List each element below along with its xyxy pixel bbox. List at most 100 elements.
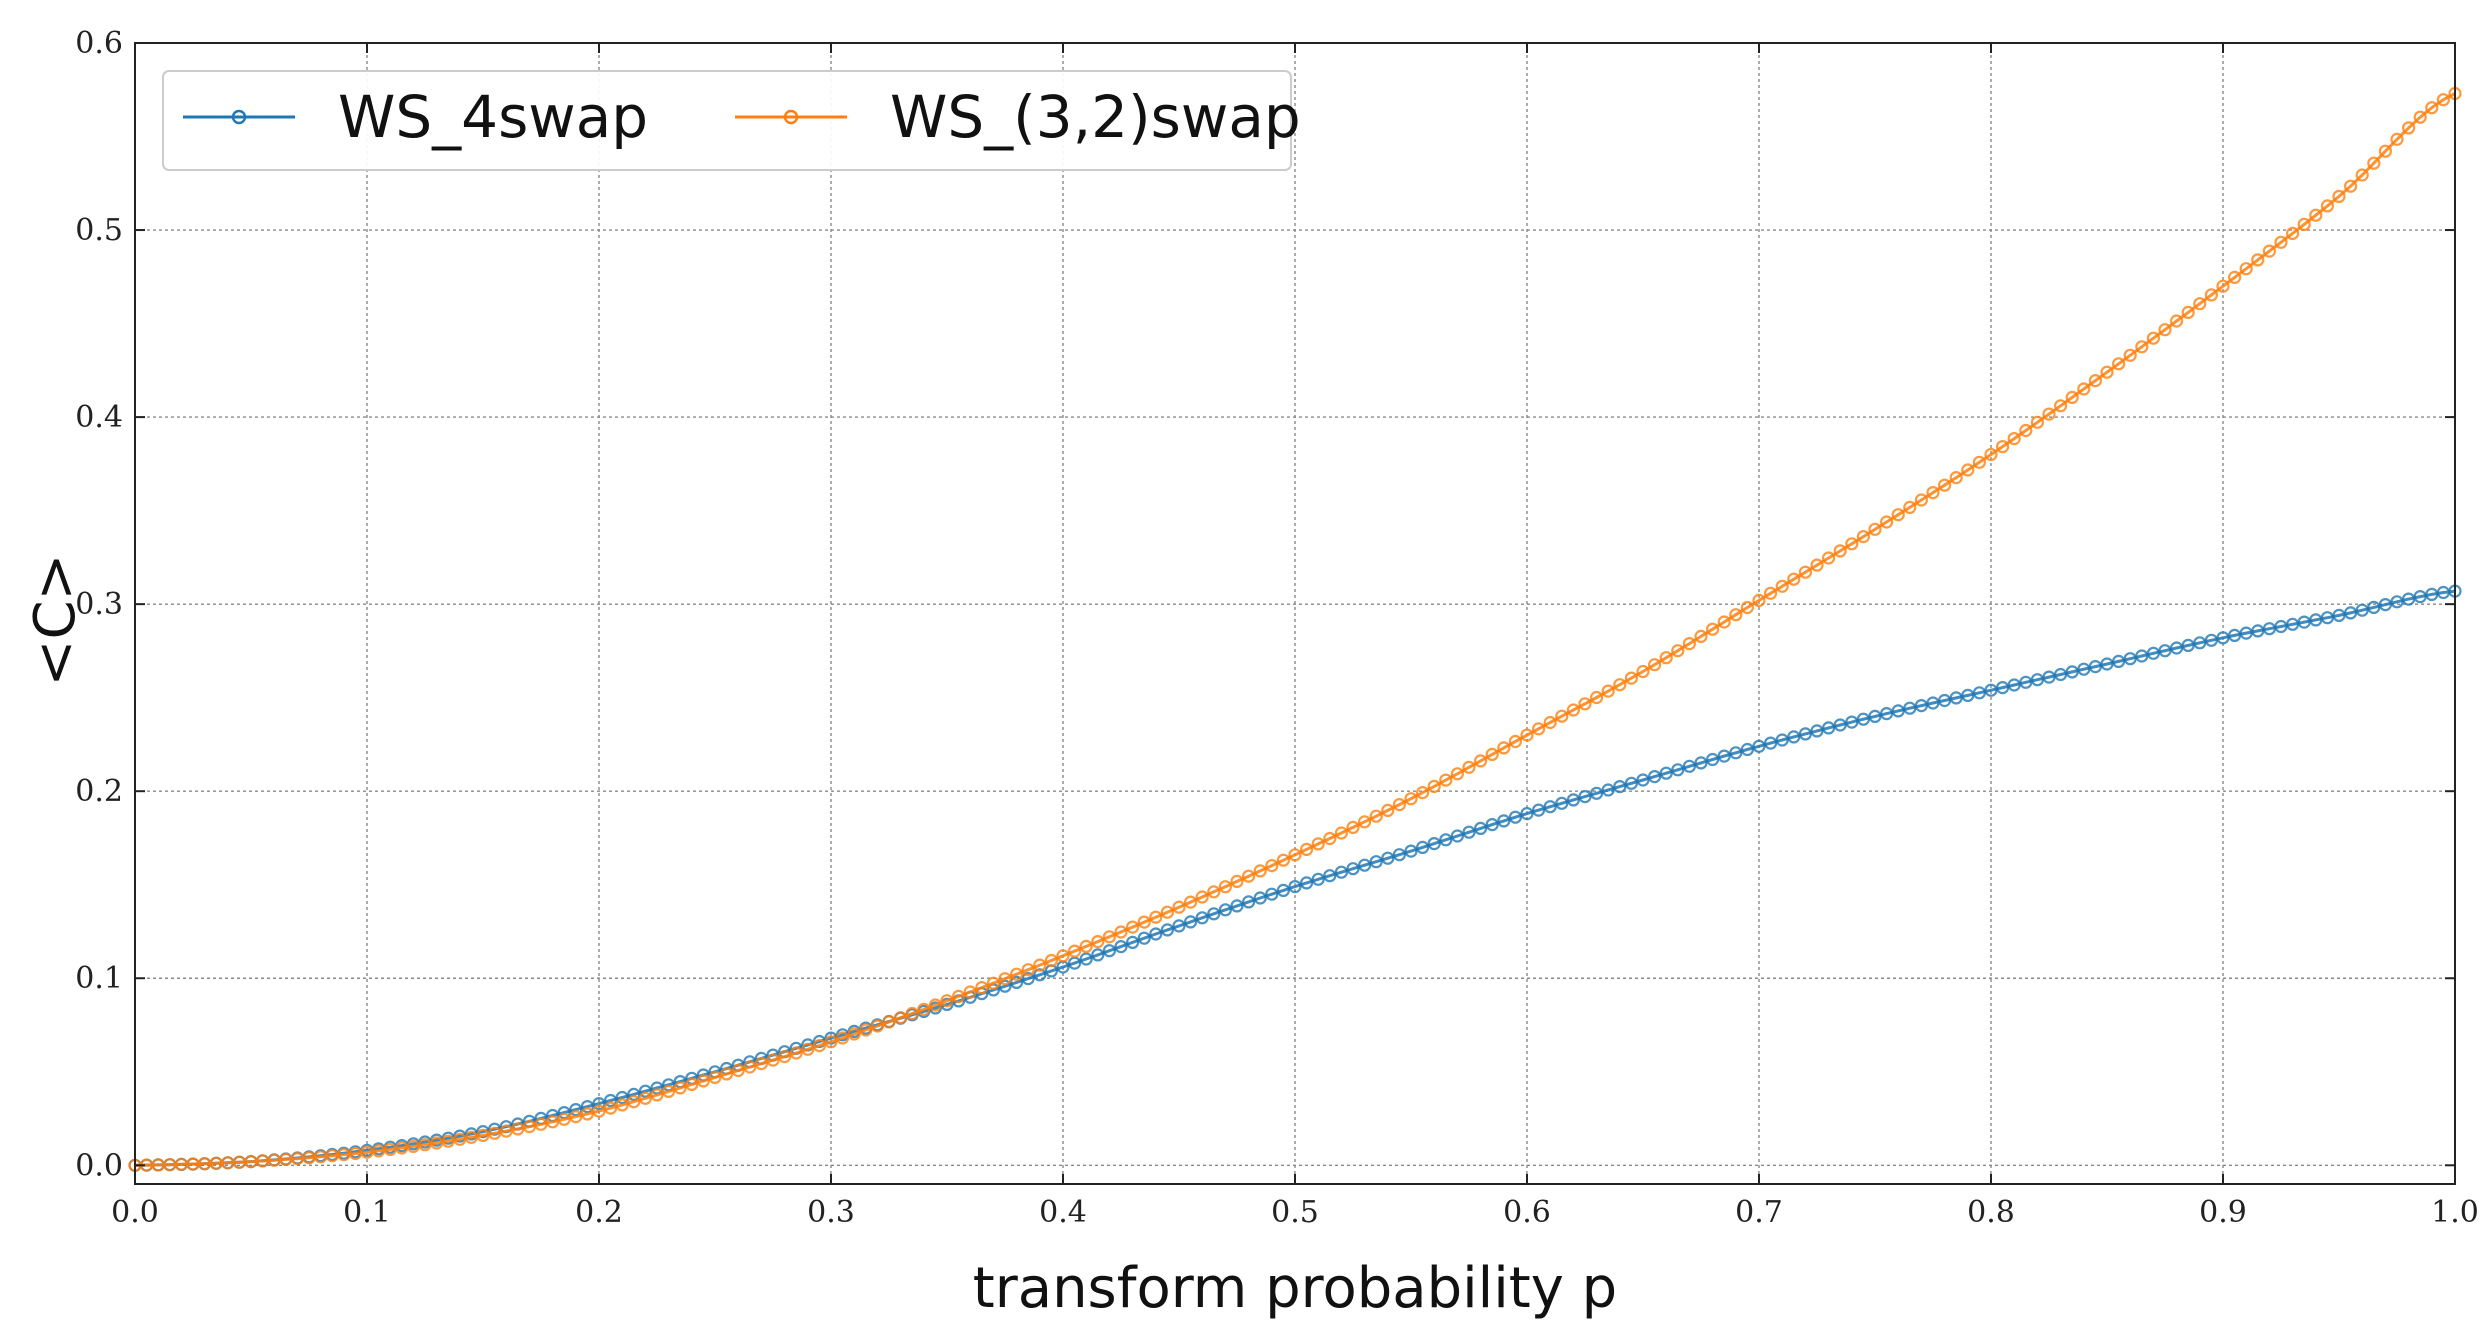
data-point-marker — [1949, 471, 1963, 485]
data-point-marker — [1543, 800, 1557, 814]
data-point-marker — [1775, 579, 1789, 593]
data-point-marker — [1520, 728, 1534, 742]
data-point-marker — [1091, 948, 1105, 962]
data-point-marker — [1299, 842, 1314, 857]
data-point-marker — [1091, 934, 1105, 949]
data-point-marker — [661, 1084, 676, 1099]
data-point-marker — [1613, 779, 1627, 794]
data-point-marker — [1729, 608, 1743, 622]
x-tick-label: 0.8 — [1967, 1195, 2015, 1230]
data-point-marker — [1404, 844, 1418, 858]
data-point-marker — [2007, 678, 2021, 692]
legend-label: WS_(3,2)swap — [890, 83, 1301, 151]
data-point-marker — [1323, 869, 1337, 883]
data-point-marker — [1868, 709, 1882, 724]
data-point-marker — [928, 998, 943, 1012]
data-point-marker — [1914, 493, 1929, 507]
data-point-marker — [1392, 797, 1407, 812]
data-point-marker — [1311, 872, 1325, 886]
data-point-marker — [2135, 649, 2149, 663]
data-point-marker — [1671, 644, 1685, 658]
data-point-marker — [1276, 853, 1291, 867]
x-axis-title: transform probability p — [973, 1256, 1617, 1321]
data-point-marker — [627, 1087, 641, 1102]
data-point-marker — [2146, 331, 2160, 345]
legend-items: WS_4swap WS_(3,2)swap — [183, 83, 1301, 151]
data-point-marker — [1311, 837, 1325, 851]
data-point-marker — [917, 1002, 931, 1016]
data-point-marker — [1009, 975, 1024, 990]
data-point-marker — [1740, 600, 1755, 615]
x-tick-label: 0.7 — [1735, 1195, 1783, 1230]
data-point-marker — [940, 994, 954, 1008]
data-point-marker — [2088, 374, 2102, 388]
data-point-marker — [2309, 208, 2323, 222]
data-point-marker — [1485, 747, 1499, 762]
data-point-marker — [1357, 815, 1372, 829]
data-point-marker — [2019, 675, 2033, 689]
data-point-marker — [1601, 783, 1615, 797]
data-point-marker — [998, 979, 1012, 993]
data-point-marker — [1497, 814, 1511, 828]
data-point-marker — [2204, 288, 2218, 302]
data-point-marker — [754, 1056, 769, 1071]
data-point-marker — [1647, 769, 1662, 784]
data-point-marker — [1543, 715, 1557, 730]
x-tick-label: 0.4 — [1039, 1195, 1087, 1230]
data-point-marker — [1450, 767, 1465, 781]
data-point-marker — [1497, 741, 1511, 755]
data-point-marker — [1705, 622, 1720, 636]
data-point-marker — [1856, 712, 1871, 726]
data-point-marker — [2170, 314, 2184, 328]
data-point-marker — [975, 980, 989, 995]
data-point-marker — [1288, 848, 1302, 862]
x-tick-label: 0.2 — [575, 1195, 623, 1230]
data-point-marker — [1149, 927, 1163, 941]
data-point-marker — [2355, 603, 2369, 617]
data-point-marker — [1937, 478, 1952, 492]
data-point-marker — [2170, 641, 2184, 655]
data-point-marker — [2274, 235, 2288, 249]
data-point-marker — [1183, 915, 1198, 929]
data-point-marker — [824, 1035, 838, 1049]
data-point-marker — [2390, 595, 2404, 609]
data-point-marker — [2065, 665, 2079, 679]
data-point-marker — [1613, 678, 1627, 692]
data-point-marker — [1555, 796, 1569, 810]
data-point-marker — [1740, 742, 1755, 757]
data-point-marker — [1879, 515, 1894, 529]
data-point-marker — [905, 1006, 919, 1021]
data-point-marker — [1787, 572, 1801, 586]
y-axis-title: <C> — [23, 554, 88, 687]
data-point-marker — [1682, 636, 1697, 651]
data-point-marker — [893, 1011, 908, 1025]
data-point-marker — [731, 1063, 745, 1078]
data-point-marker — [1404, 792, 1418, 806]
data-point-marker — [1009, 967, 1024, 981]
data-point-marker — [766, 1053, 780, 1067]
data-point-marker — [1357, 858, 1372, 872]
y-tick-label: 0.3 — [75, 587, 123, 622]
data-point-marker — [615, 1098, 629, 1112]
x-tick-label: 0.1 — [343, 1195, 391, 1230]
data-point-marker — [1694, 756, 1708, 770]
legend-marker — [231, 109, 247, 125]
data-point-marker — [1102, 944, 1117, 958]
data-point-marker — [2054, 667, 2068, 682]
data-point-marker — [1137, 931, 1151, 945]
data-point-marker — [638, 1084, 653, 1098]
data-point-marker — [1717, 615, 1731, 629]
data-point-marker — [1972, 455, 1987, 469]
data-point-marker — [1149, 910, 1163, 924]
data-point-marker — [2135, 340, 2149, 354]
data-point-marker — [1160, 923, 1175, 937]
data-point-marker — [1624, 776, 1639, 790]
data-point-marker — [1241, 895, 1256, 909]
data-point-marker — [2019, 423, 2033, 438]
data-point-marker — [1381, 851, 1395, 865]
data-point-marker — [812, 1038, 827, 1053]
data-point-marker — [2297, 217, 2311, 231]
data-point-marker — [1531, 722, 1546, 736]
data-point-marker — [1972, 686, 1987, 700]
data-point-marker — [2077, 382, 2091, 396]
